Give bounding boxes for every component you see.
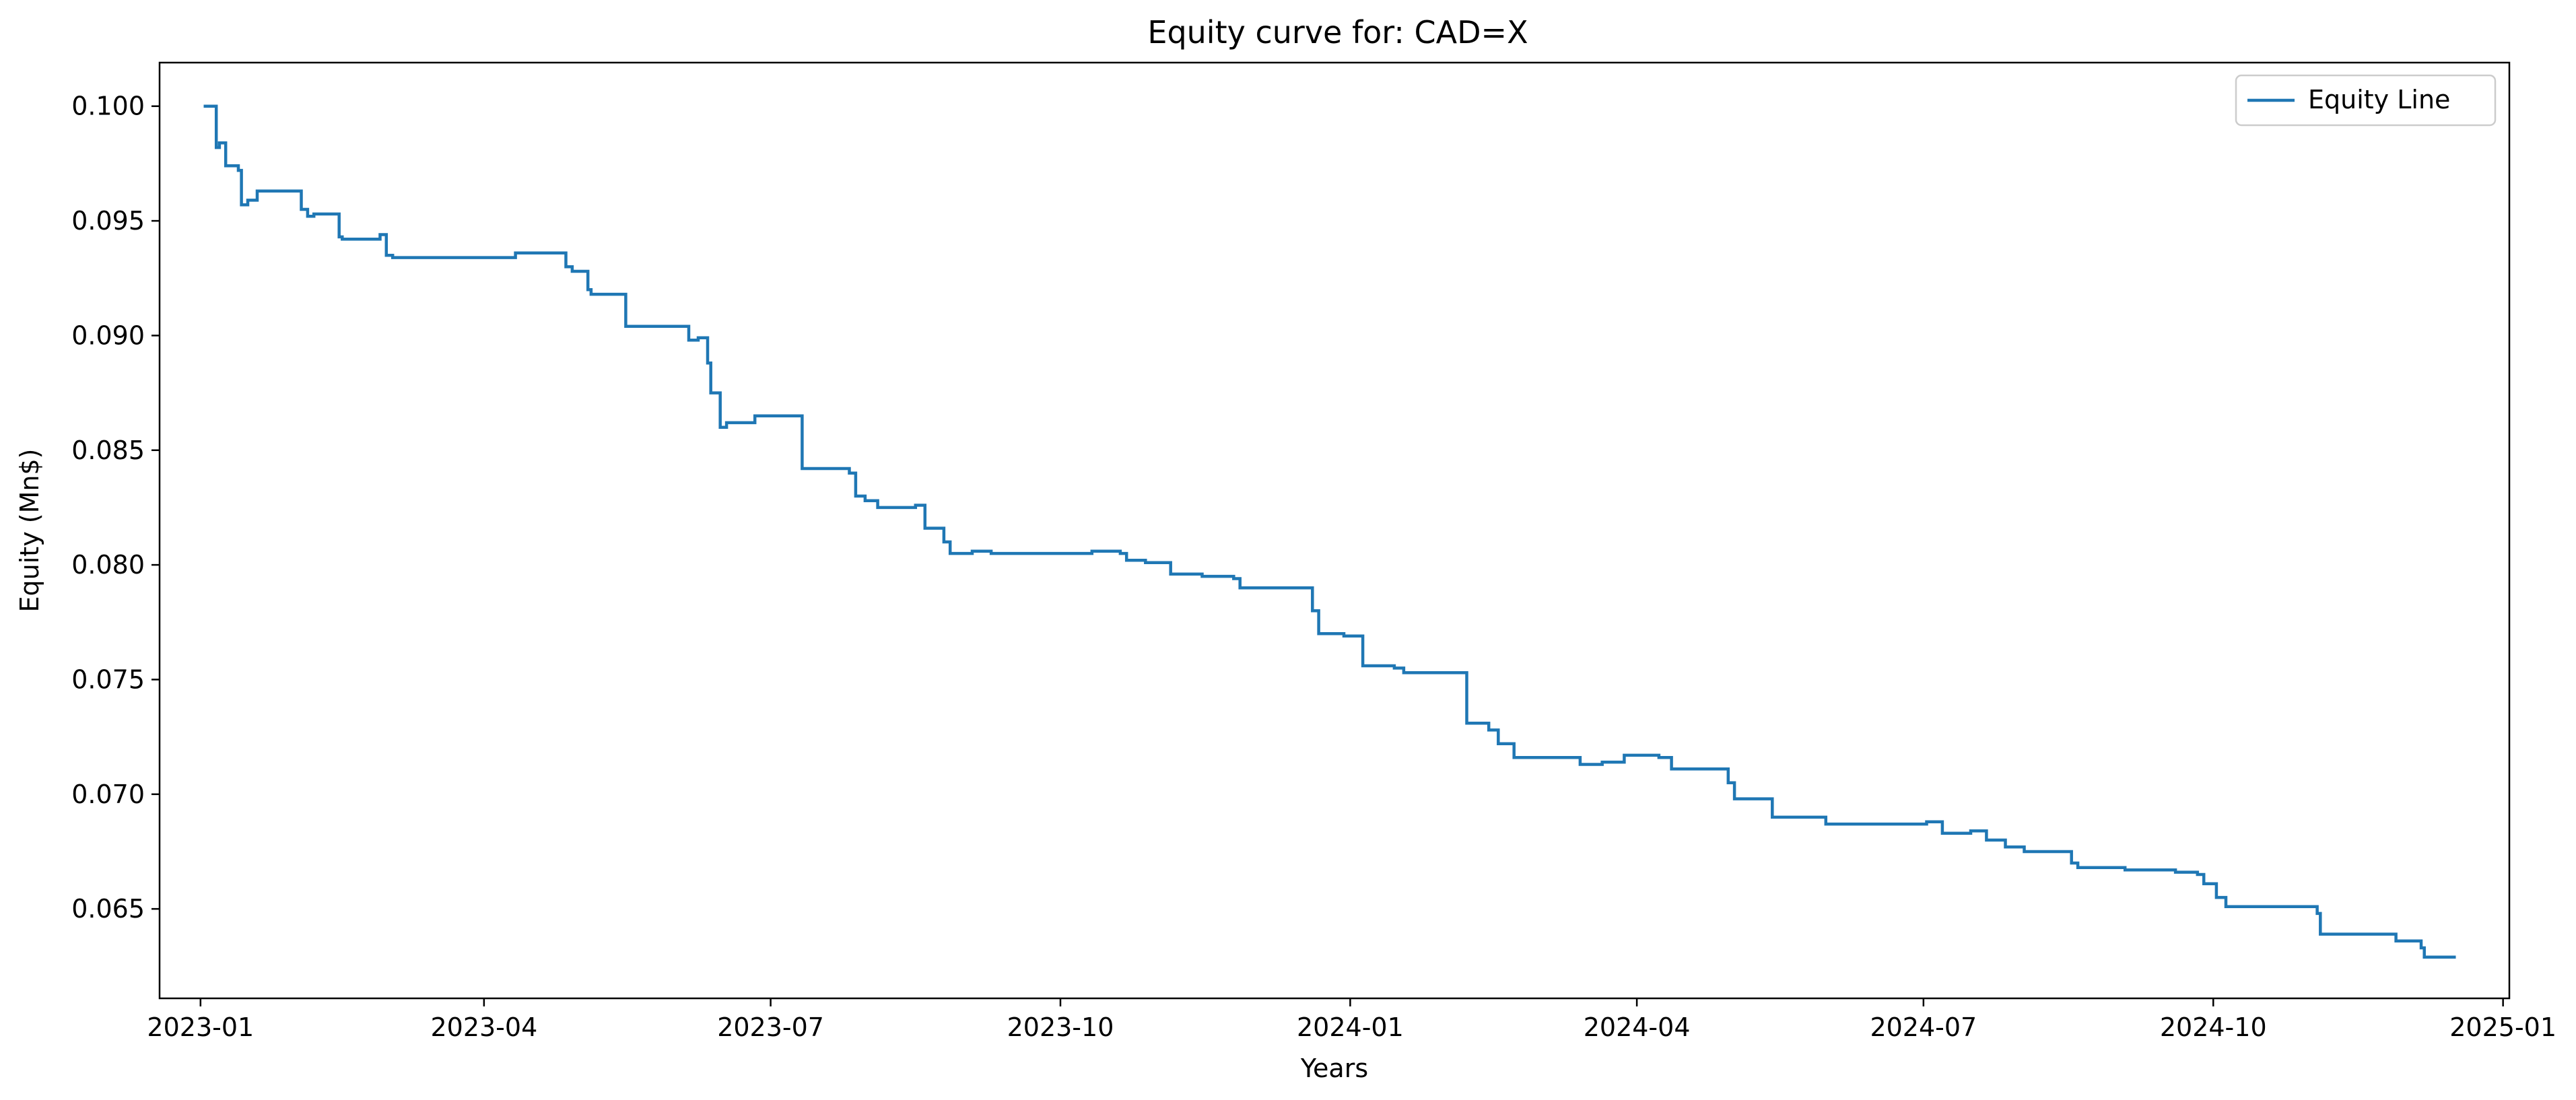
y-tick-label: 0.065 [71, 894, 145, 924]
legend-label: Equity Line [2308, 85, 2450, 114]
x-tick-label: 2024-04 [1584, 1012, 1691, 1042]
y-tick-label: 0.085 [71, 436, 145, 465]
x-axis-label: Years [1300, 1054, 1368, 1083]
x-tick-label: 2024-01 [1297, 1012, 1404, 1042]
legend: Equity Line [2235, 74, 2497, 127]
y-tick-label: 0.090 [71, 320, 145, 350]
x-tick-label: 2025-01 [2449, 1012, 2556, 1042]
legend-box [2235, 74, 2497, 127]
y-tick-label: 0.095 [71, 206, 145, 236]
y-axis-label: Equity (Mn$) [15, 449, 44, 613]
y-tick-label: 0.070 [71, 780, 145, 809]
y-tick-label: 0.075 [71, 664, 145, 694]
x-tick-label: 2023-07 [717, 1012, 824, 1042]
x-axis-ticks: 2023-01 2023-04 2023-07 2023-10 2024-01 2024-… [147, 998, 2556, 1042]
y-axis-ticks: 0.065 0.070 0.075 0.080 0.085 0.090 0.095 0.100 [71, 92, 160, 924]
equity-line-series [203, 104, 2456, 959]
x-tick-label: 2023-04 [430, 1012, 537, 1042]
x-tick-label: 2024-10 [2160, 1012, 2267, 1042]
y-tick-label: 0.100 [71, 92, 145, 121]
x-tick-label: 2023-01 [147, 1012, 254, 1042]
x-tick-label: 2023-10 [1007, 1012, 1114, 1042]
plot-frame [158, 61, 2511, 1000]
chart-title: Equity curve for: CAD=X [1147, 14, 1528, 50]
x-tick-label: 2024-07 [1870, 1012, 1977, 1042]
y-tick-label: 0.080 [71, 550, 145, 580]
